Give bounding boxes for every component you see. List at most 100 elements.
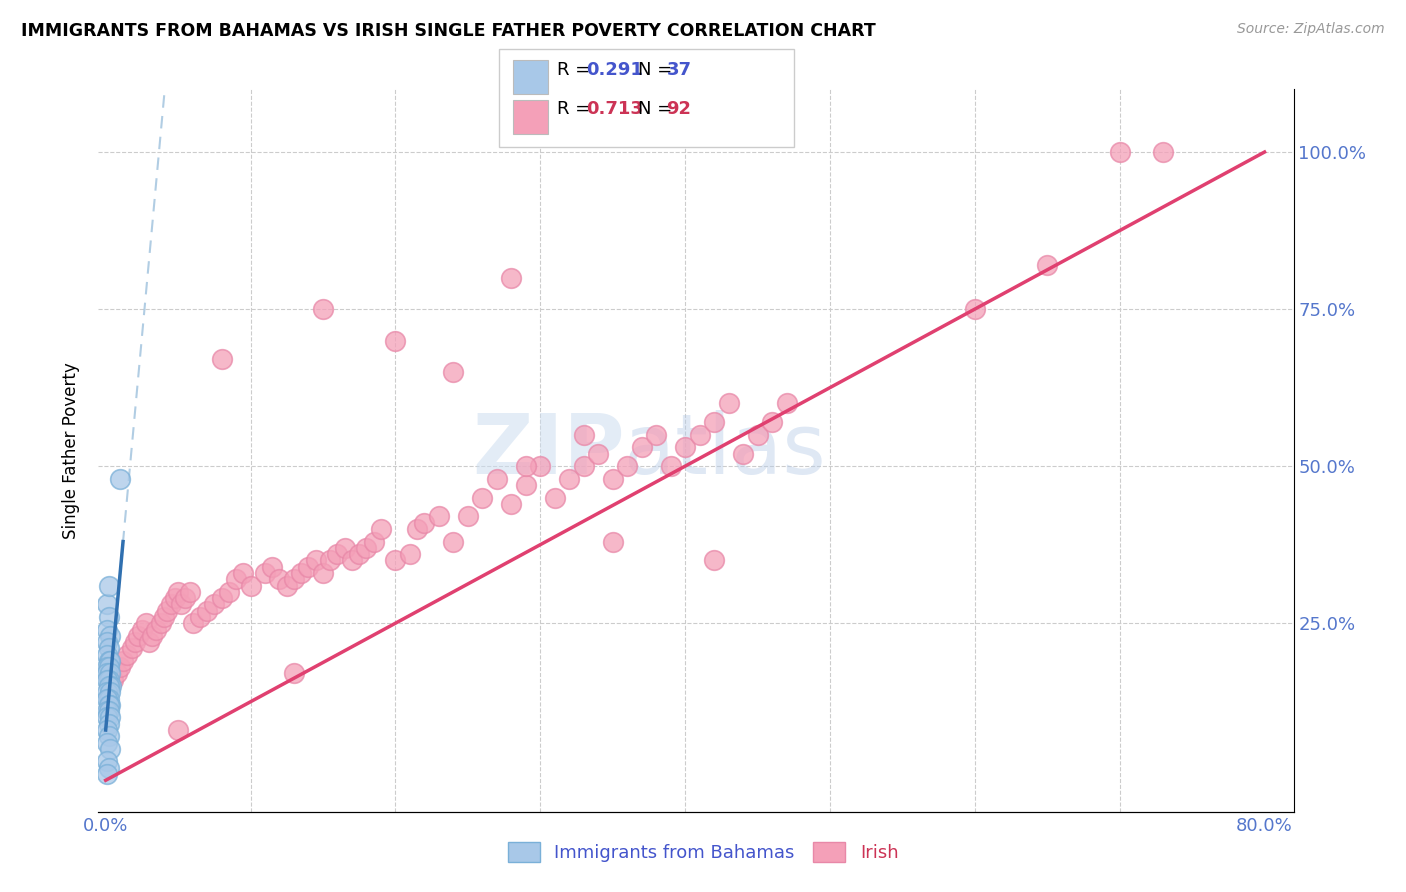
Point [283, 572, 305, 586]
Point [98, 742, 121, 756]
Point [363, 534, 385, 549]
Point [347, 547, 370, 561]
Text: R =: R = [557, 100, 596, 118]
Point [515, 478, 537, 492]
Point [659, 459, 682, 474]
Point [167, 723, 190, 737]
Point [101, 673, 124, 687]
Point [188, 610, 211, 624]
Text: Source: ZipAtlas.com: Source: ZipAtlas.com [1237, 22, 1385, 37]
Point [160, 598, 183, 612]
Point [305, 553, 328, 567]
Point [963, 302, 986, 317]
Point [112, 654, 135, 668]
Text: R =: R = [557, 61, 596, 78]
Point [155, 604, 177, 618]
Point [98, 666, 121, 681]
Point [515, 459, 537, 474]
Point [572, 427, 595, 442]
Point [127, 629, 149, 643]
Point [312, 302, 335, 317]
Point [174, 591, 197, 606]
Text: atlas: atlas [624, 410, 825, 491]
Point [399, 547, 422, 561]
Point [731, 447, 754, 461]
Point [384, 334, 406, 348]
Point [761, 415, 783, 429]
Point [181, 616, 204, 631]
Point [384, 553, 406, 567]
Point [96, 666, 118, 681]
Point [124, 635, 146, 649]
Point [96, 660, 118, 674]
Text: 37: 37 [666, 61, 692, 78]
Point [105, 666, 128, 681]
Point [96, 710, 118, 724]
Point [269, 572, 291, 586]
Point [326, 547, 349, 561]
Point [97, 761, 120, 775]
Point [645, 427, 668, 442]
Point [108, 472, 131, 486]
Point [703, 415, 725, 429]
Point [253, 566, 276, 580]
Point [195, 604, 218, 618]
Point [149, 616, 172, 631]
Point [96, 723, 118, 737]
Point [98, 698, 121, 712]
Point [1108, 145, 1130, 159]
Text: N =: N = [638, 100, 678, 118]
Point [96, 704, 118, 718]
Point [297, 559, 319, 574]
Point [586, 447, 609, 461]
Point [121, 641, 143, 656]
Point [218, 584, 240, 599]
Point [211, 352, 233, 367]
Point [602, 534, 624, 549]
Point [152, 610, 174, 624]
Point [406, 522, 429, 536]
Point [232, 566, 254, 580]
Point [356, 541, 378, 555]
Point [98, 710, 121, 724]
Point [673, 440, 696, 454]
Point [141, 629, 163, 643]
Point [96, 648, 118, 662]
Point [703, 553, 725, 567]
Point [211, 591, 233, 606]
Point [501, 497, 523, 511]
Point [97, 729, 120, 743]
Point [427, 509, 450, 524]
Point [97, 641, 120, 656]
Point [96, 736, 118, 750]
Point [96, 623, 118, 637]
Point [97, 610, 120, 624]
Point [98, 629, 121, 643]
Point [689, 427, 711, 442]
Point [131, 623, 153, 637]
Point [96, 673, 118, 687]
Point [558, 472, 581, 486]
Point [312, 566, 335, 580]
Point [616, 459, 638, 474]
Point [97, 578, 120, 592]
Point [441, 534, 464, 549]
Point [340, 553, 363, 567]
Point [283, 666, 305, 681]
Text: 0.291: 0.291 [586, 61, 643, 78]
Point [98, 685, 121, 699]
Point [370, 522, 392, 536]
Point [333, 541, 356, 555]
Point [544, 491, 567, 505]
Point [717, 396, 740, 410]
Point [167, 584, 190, 599]
Point [501, 270, 523, 285]
Point [276, 578, 298, 592]
Point [100, 679, 122, 693]
Point [1152, 145, 1174, 159]
Point [96, 685, 118, 699]
Point [96, 691, 118, 706]
Point [572, 459, 595, 474]
Point [239, 578, 262, 592]
Point [775, 396, 797, 410]
